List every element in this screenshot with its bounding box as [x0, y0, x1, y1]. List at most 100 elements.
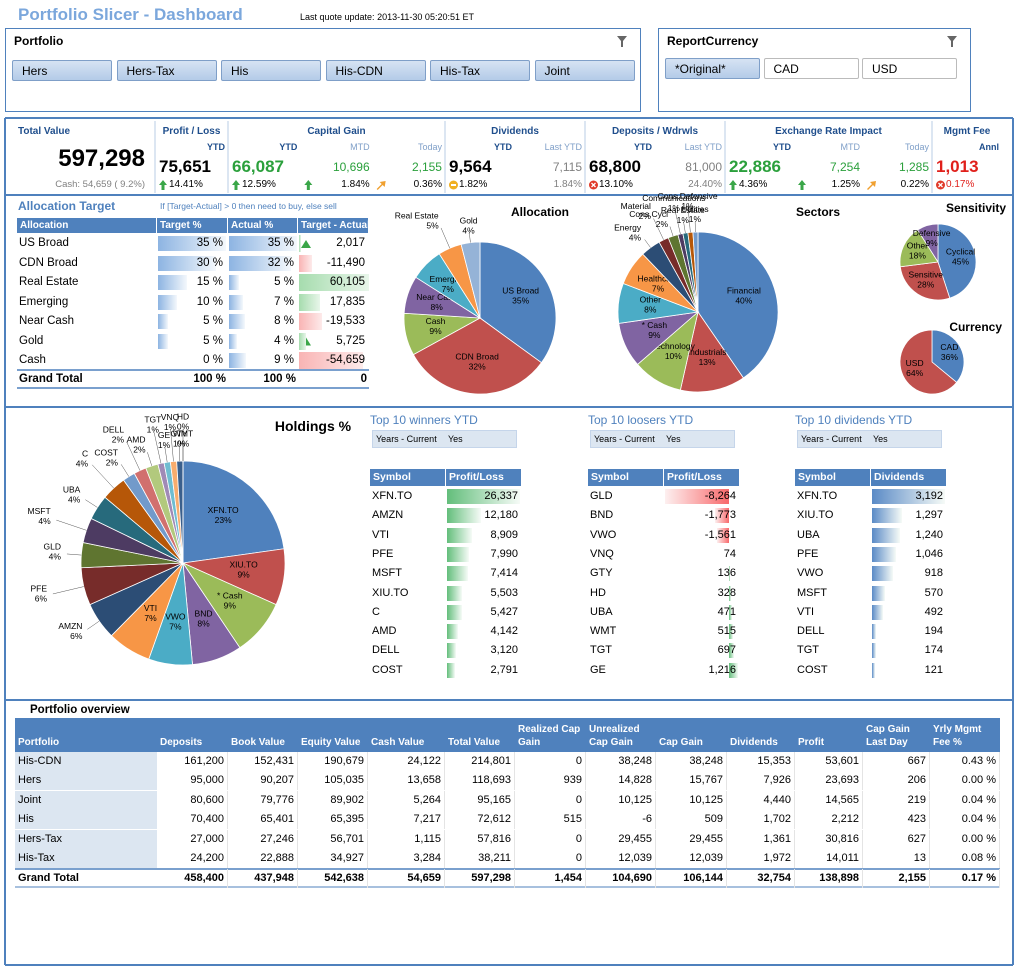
leader-line — [153, 432, 162, 464]
chart-title: Currency — [949, 320, 1002, 334]
slice-value: 10% — [665, 351, 682, 361]
table-cell: 22,888 — [228, 849, 298, 868]
table-cell: 161,200 — [157, 752, 228, 771]
data-bar — [158, 275, 188, 290]
icon-up — [159, 180, 167, 190]
table-cell: 14,011 — [795, 849, 863, 868]
table-header: Symbol — [588, 469, 664, 486]
kpi-value: 7,115 — [552, 160, 582, 174]
slicer-button[interactable]: Hers — [12, 60, 112, 81]
slice-label: * Cash — [217, 590, 243, 600]
kpi-title: Capital Gain — [307, 126, 366, 137]
table-cell: 27,246 — [228, 829, 298, 849]
cell-value: 8 % — [274, 315, 294, 327]
icon-up — [729, 180, 737, 190]
slice-label: CDN Broad — [455, 352, 499, 362]
symbol: UBA — [797, 528, 820, 541]
icon-up — [232, 180, 240, 190]
slice-label: VNQ — [161, 412, 180, 422]
total-cell: 0.17 % — [930, 869, 1000, 888]
header-band — [15, 718, 1000, 752]
symbol: C — [372, 605, 380, 618]
symbol: BND — [590, 509, 614, 522]
table-cell: 0.00 % — [930, 829, 1000, 849]
leader-line — [653, 218, 664, 240]
total-cell: 100 % — [263, 373, 296, 385]
slicer-button[interactable]: USD — [862, 58, 957, 79]
slicer-button[interactable]: His-Tax — [430, 60, 530, 81]
kpi-value: 10,696 — [332, 160, 370, 174]
slicer-box — [5, 28, 641, 112]
table-cell: 1,702 — [727, 810, 795, 830]
kpi-period: Today — [904, 142, 929, 152]
slice-value: 23% — [215, 515, 232, 525]
kpi-period: YTD — [634, 142, 652, 152]
kpi-pct: 1.82% — [459, 179, 488, 190]
symbol: XIU.TO — [372, 586, 409, 599]
slicer-button[interactable]: His — [221, 60, 321, 81]
icon-up — [304, 180, 313, 190]
table-cell: 24,200 — [157, 849, 228, 868]
table-title: Portfolio overview — [30, 704, 130, 716]
slice-value: 7% — [169, 622, 182, 632]
clear-filter-icon — [947, 36, 957, 47]
icon-dash — [451, 184, 456, 186]
slice-value: 1% — [677, 215, 690, 225]
table-cell: 70,400 — [157, 810, 228, 830]
cell-value: 174 — [924, 644, 943, 657]
data-bar — [872, 546, 896, 562]
cell-value: 3,120 — [490, 644, 518, 657]
table-cell: 12,039 — [656, 849, 727, 868]
cell-value: 8,909 — [490, 528, 518, 541]
table-header: Target - Actual — [298, 218, 370, 233]
leader-line — [683, 223, 686, 234]
data-bar — [229, 275, 239, 290]
slicer-button[interactable]: Joint — [534, 60, 635, 81]
slicer-button[interactable]: Hers-Tax — [116, 60, 217, 81]
cell-value: -1,773 — [704, 509, 736, 522]
data-bar — [872, 585, 886, 601]
kpi-value: 1,285 — [898, 160, 929, 174]
slice-value: 9% — [648, 330, 661, 340]
slicer-button[interactable]: CAD — [763, 58, 859, 79]
chart-title: Sensitivity — [946, 201, 1006, 215]
slice-label: Healthcare — [637, 273, 678, 283]
symbol: GE — [590, 663, 606, 676]
table-header: Deposits — [160, 737, 203, 748]
slice-value: 9% — [429, 326, 442, 336]
filter-field: Years - Current — [594, 434, 655, 444]
data-bar — [158, 314, 168, 329]
cell-value: 17,835 — [329, 295, 365, 308]
table-cell: 0 — [515, 790, 586, 810]
slice-value: 1% — [668, 203, 681, 213]
kpi-period: Annl — [979, 142, 999, 152]
leader-line — [56, 519, 87, 531]
table-cell: 65,401 — [228, 810, 298, 830]
total-cell: 1,454 — [515, 869, 586, 888]
list-title: Top 10 loosers YTD — [588, 413, 694, 427]
cell-value: 30 % — [196, 256, 223, 269]
leader-line — [669, 226, 674, 237]
slice-label: DELL — [103, 424, 125, 434]
clear-filter-icon — [617, 36, 627, 47]
kpi-period: YTD — [494, 142, 512, 152]
table-cell: 0 — [515, 849, 586, 868]
data-bar — [714, 508, 729, 524]
kpi-value: 81,000 — [685, 160, 722, 174]
slice-value: 64% — [906, 368, 923, 378]
table-header: Allocation — [17, 218, 157, 233]
pie-slice — [937, 223, 977, 299]
table-header: Dividends — [871, 469, 947, 486]
slice-value: 40% — [735, 296, 752, 306]
table-cell: 7,926 — [727, 771, 795, 791]
cell-value: 194 — [924, 625, 943, 638]
cell-value: 2,791 — [490, 663, 518, 676]
table-cell: 2,212 — [795, 810, 863, 830]
slicer-button[interactable]: *Original* — [665, 58, 760, 79]
leader-line — [644, 239, 651, 248]
total-cell: 104,690 — [586, 869, 656, 888]
slice-value: 1% — [147, 425, 160, 435]
cell-value: 328 — [717, 586, 736, 599]
symbol: XIU.TO — [797, 509, 834, 522]
slicer-button[interactable]: His-CDN — [325, 60, 426, 81]
